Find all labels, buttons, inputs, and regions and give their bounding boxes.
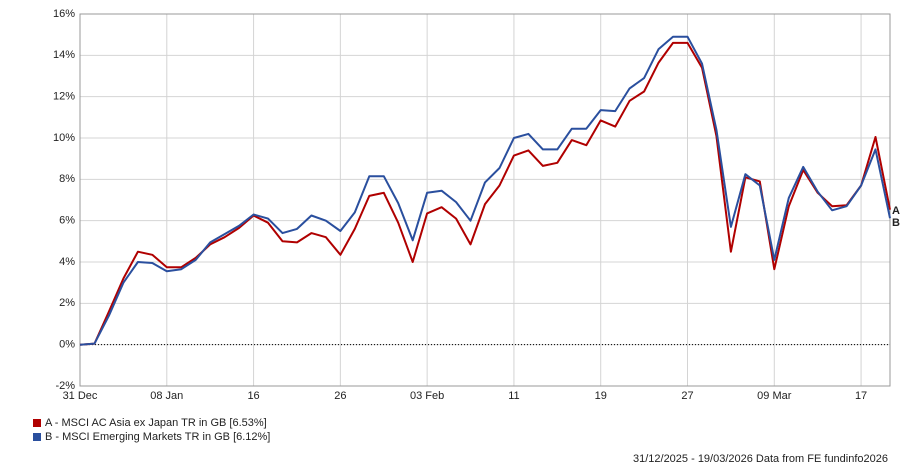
legend-swatch — [33, 419, 41, 427]
end-label: A — [892, 205, 900, 217]
x-tick-label: 11 — [508, 390, 519, 402]
y-tick-label: 14% — [53, 49, 75, 61]
y-tick-label: 2% — [59, 297, 75, 309]
y-tick-label: 10% — [53, 132, 75, 144]
y-tick-label: 12% — [53, 91, 75, 103]
x-tick-label: 16 — [247, 390, 259, 402]
series-line — [79, 35, 891, 346]
plot-frame — [79, 13, 891, 387]
x-tick-label: 03 Feb — [410, 390, 444, 402]
footer: 31/12/2025 - 19/03/2026 Data from FE fun… — [633, 453, 888, 465]
x-tick-label: 09 Mar — [757, 390, 792, 402]
x-tick-label: 08 Jan — [150, 390, 183, 402]
end-label: B — [892, 217, 900, 229]
y-tick-label: 6% — [59, 215, 75, 227]
y-tick-label: 4% — [59, 256, 75, 268]
x-tick-label: 27 — [681, 390, 693, 402]
y-tick-label: 8% — [59, 173, 75, 185]
x-tick-label: 26 — [334, 390, 346, 402]
y-tick-label: 0% — [59, 339, 75, 351]
x-tick-label: 17 — [855, 390, 867, 402]
x-tick-label: 31 Dec — [63, 390, 98, 402]
y-tick-label: 16% — [53, 8, 75, 20]
x-tick-label: 19 — [595, 390, 607, 402]
y-tick-label: -2% — [55, 380, 75, 392]
legend-label: A - MSCI AC Asia ex Japan TR in GB [6.53… — [45, 417, 267, 429]
series-line — [79, 41, 891, 346]
legend-swatch — [33, 433, 41, 441]
legend-label: B - MSCI Emerging Markets TR in GB [6.12… — [45, 431, 270, 443]
